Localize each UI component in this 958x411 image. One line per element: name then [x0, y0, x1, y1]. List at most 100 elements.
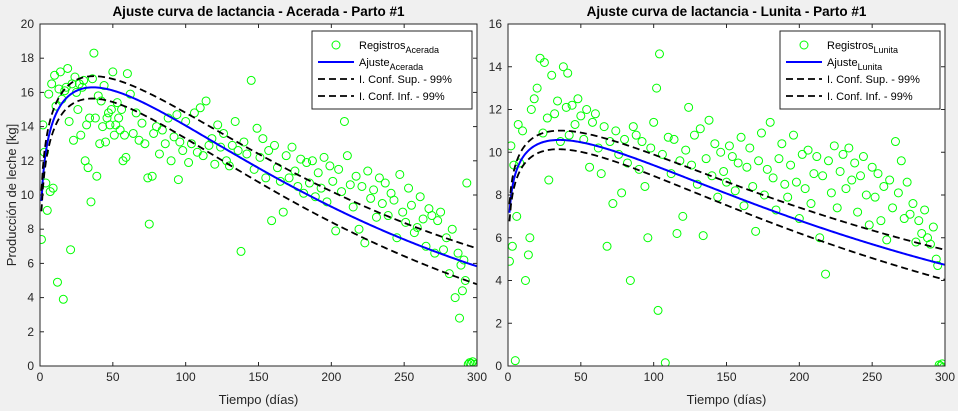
y-tick-label: 16 — [21, 85, 35, 99]
data-point — [628, 122, 638, 132]
fit-curve — [40, 86, 477, 268]
data-point — [646, 143, 656, 153]
data-point — [783, 192, 793, 202]
data-point — [902, 177, 912, 187]
data-point — [806, 199, 816, 209]
data-point — [917, 228, 927, 238]
data-point — [412, 222, 422, 232]
data-point — [611, 126, 621, 136]
data-point — [172, 110, 182, 120]
data-point — [722, 177, 731, 187]
data-point — [242, 149, 252, 159]
data-point — [334, 164, 344, 174]
data-point — [542, 113, 552, 123]
x-tick-label: 100 — [176, 370, 196, 384]
data-point — [809, 169, 819, 179]
data-point — [649, 117, 659, 127]
data-point — [751, 226, 761, 236]
data-point — [768, 173, 778, 183]
data-point — [258, 134, 268, 144]
data-point — [513, 119, 523, 129]
data-point — [937, 359, 945, 366]
x-tick-label: 250 — [862, 370, 882, 384]
data-point — [873, 169, 883, 179]
data-point — [853, 207, 863, 217]
data-point — [643, 233, 653, 243]
data-point — [69, 135, 78, 145]
data-point — [585, 162, 595, 172]
data-point — [888, 203, 898, 213]
data-point — [905, 209, 915, 219]
x-tick-label: 150 — [716, 370, 736, 384]
data-point — [455, 313, 465, 323]
data-point — [608, 199, 618, 209]
data-point — [137, 118, 147, 128]
y-tick-label: 14 — [489, 60, 503, 74]
data-point — [570, 119, 580, 129]
data-point — [79, 75, 89, 85]
data-point — [920, 205, 930, 215]
data-point — [105, 120, 115, 130]
upper-confidence-curve — [40, 75, 477, 250]
data-point — [89, 48, 99, 58]
x-tick-label: 50 — [574, 370, 588, 384]
data-point — [861, 190, 871, 200]
data-point — [313, 168, 323, 178]
data-point — [832, 203, 842, 213]
lower-confidence-curve — [40, 97, 477, 286]
data-point — [742, 162, 752, 172]
data-point — [462, 178, 472, 188]
data-point — [122, 69, 132, 79]
data-point — [590, 109, 600, 119]
data-point — [582, 105, 592, 114]
data-point — [264, 146, 274, 156]
data-point — [184, 158, 194, 168]
x-tick-label: 150 — [248, 370, 268, 384]
data-point — [704, 115, 714, 125]
data-point — [739, 201, 749, 211]
x-tick-label: 300 — [467, 370, 487, 384]
data-point — [625, 276, 635, 285]
data-point — [186, 139, 196, 149]
data-point — [908, 199, 918, 209]
data-point — [602, 241, 612, 251]
y-tick-label: 12 — [489, 103, 503, 117]
data-point — [684, 102, 694, 112]
data-point — [395, 169, 405, 179]
chart-title: Ajuste curva de lactancia - Acerada - Pa… — [112, 4, 405, 19]
data-point — [936, 361, 945, 366]
data-point — [246, 75, 256, 85]
data-point — [40, 234, 46, 244]
data-point — [339, 116, 349, 126]
data-point — [800, 184, 810, 194]
data-point — [90, 113, 100, 123]
data-point — [224, 161, 234, 171]
data-point — [698, 231, 708, 241]
data-point — [821, 269, 831, 279]
data-point — [287, 142, 297, 152]
data-point — [826, 188, 836, 198]
data-point — [469, 359, 477, 366]
data-point — [106, 105, 116, 114]
data-point — [654, 49, 664, 59]
data-point — [876, 216, 886, 226]
data-point — [108, 67, 118, 77]
legend-label: I. Conf. Sup. - 99% — [359, 74, 452, 86]
data-point — [637, 137, 647, 147]
y-axis-label: Producción de leche [kg] — [4, 124, 19, 266]
data-point — [561, 102, 571, 112]
data-point — [815, 233, 825, 243]
data-point — [777, 139, 787, 149]
data-point — [555, 137, 565, 147]
data-point — [40, 120, 48, 130]
legend-box — [779, 30, 941, 110]
legend-label: I. Conf. Inf. - 99% — [359, 91, 445, 103]
data-point — [404, 183, 414, 193]
data-point — [63, 63, 73, 73]
data-point — [510, 356, 520, 366]
legend-label: RegistrosAcerada — [359, 40, 439, 55]
chart-title: Ajuste curva de lactancia - Lunita - Par… — [587, 4, 867, 19]
y-tick-label: 16 — [489, 17, 503, 31]
data-point — [255, 152, 265, 162]
y-tick-label: 12 — [21, 154, 35, 168]
